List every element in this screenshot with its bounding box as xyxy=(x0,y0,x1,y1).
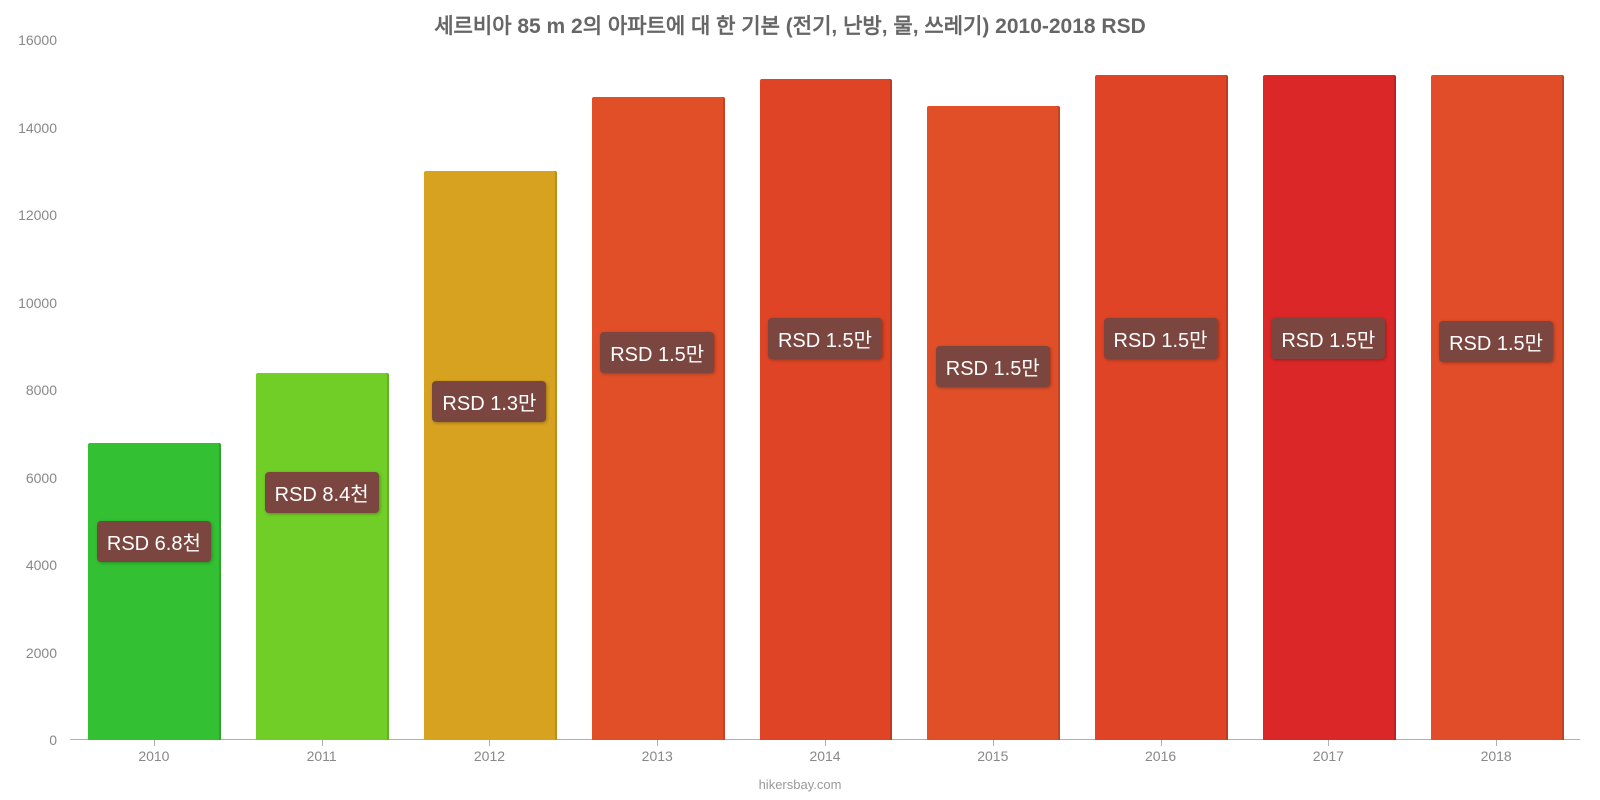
x-tick-mark xyxy=(322,740,323,746)
bar-data-label: RSD 1.3만 xyxy=(432,381,546,422)
x-tick-label: 2010 xyxy=(70,748,238,768)
bar-data-label: RSD 1.5만 xyxy=(1271,318,1385,359)
y-tick-label: 10000 xyxy=(18,295,57,311)
bar-slot: RSD 1.5만 xyxy=(1263,40,1394,740)
x-tick-mark xyxy=(1328,740,1329,746)
x-tick-mark xyxy=(993,740,994,746)
bar xyxy=(424,171,555,740)
bar xyxy=(256,373,387,741)
bar-data-label: RSD 1.5만 xyxy=(768,318,882,359)
bar xyxy=(927,106,1058,740)
x-tick-label: 2017 xyxy=(1244,748,1412,768)
y-tick-label: 14000 xyxy=(18,120,57,136)
x-tick-mark xyxy=(489,740,490,746)
y-tick-label: 8000 xyxy=(26,382,57,398)
credit-text: hikersbay.com xyxy=(0,777,1600,792)
bar xyxy=(1263,75,1394,740)
y-tick-label: 4000 xyxy=(26,557,57,573)
x-tick-label: 2016 xyxy=(1077,748,1245,768)
x-tick-label: 2011 xyxy=(238,748,406,768)
y-tick-label: 6000 xyxy=(26,470,57,486)
chart-container: 세르비아 85 m 2의 아파트에 대 한 기본 (전기, 난방, 물, 쓰레기… xyxy=(0,0,1600,800)
bar-data-label: RSD 6.8천 xyxy=(97,521,211,562)
x-tick-label: 2018 xyxy=(1412,748,1580,768)
bar xyxy=(592,97,723,740)
x-tick-label: 2013 xyxy=(573,748,741,768)
bar xyxy=(88,443,219,741)
bar xyxy=(760,79,891,740)
y-tick-label: 16000 xyxy=(18,32,57,48)
bar-slot: RSD 1.5만 xyxy=(760,40,891,740)
x-tick-mark xyxy=(154,740,155,746)
x-axis: 201020112012201320142015201620172018 xyxy=(70,748,1580,768)
x-tick-mark xyxy=(825,740,826,746)
bar-slot: RSD 1.5만 xyxy=(1431,40,1562,740)
bar-data-label: RSD 1.5만 xyxy=(600,332,714,373)
bar-slot: RSD 1.5만 xyxy=(592,40,723,740)
bar xyxy=(1431,75,1562,740)
bar-data-label: RSD 8.4천 xyxy=(265,472,379,513)
bar-slot: RSD 6.8천 xyxy=(88,40,219,740)
bar-slot: RSD 8.4천 xyxy=(256,40,387,740)
bar-slot: RSD 1.5만 xyxy=(927,40,1058,740)
y-tick-label: 0 xyxy=(49,732,57,748)
x-tick-label: 2014 xyxy=(741,748,909,768)
y-axis: 0200040006000800010000120001400016000 xyxy=(0,40,65,740)
y-tick-label: 2000 xyxy=(26,645,57,661)
x-tick-mark xyxy=(657,740,658,746)
bar-data-label: RSD 1.5만 xyxy=(1104,318,1218,359)
x-tick-mark xyxy=(1496,740,1497,746)
y-tick-label: 12000 xyxy=(18,207,57,223)
bar-data-label: RSD 1.5만 xyxy=(936,346,1050,387)
bar-data-label: RSD 1.5만 xyxy=(1439,321,1553,362)
bar-slot: RSD 1.5만 xyxy=(1095,40,1226,740)
x-tick-mark xyxy=(1161,740,1162,746)
x-tick-label: 2012 xyxy=(406,748,574,768)
bar xyxy=(1095,75,1226,740)
bar-slot: RSD 1.3만 xyxy=(424,40,555,740)
plot-area: RSD 6.8천 RSD 8.4천 RSD 1.3만 RSD 1.5만 RSD 1.5만… xyxy=(70,40,1580,740)
x-tick-label: 2015 xyxy=(909,748,1077,768)
